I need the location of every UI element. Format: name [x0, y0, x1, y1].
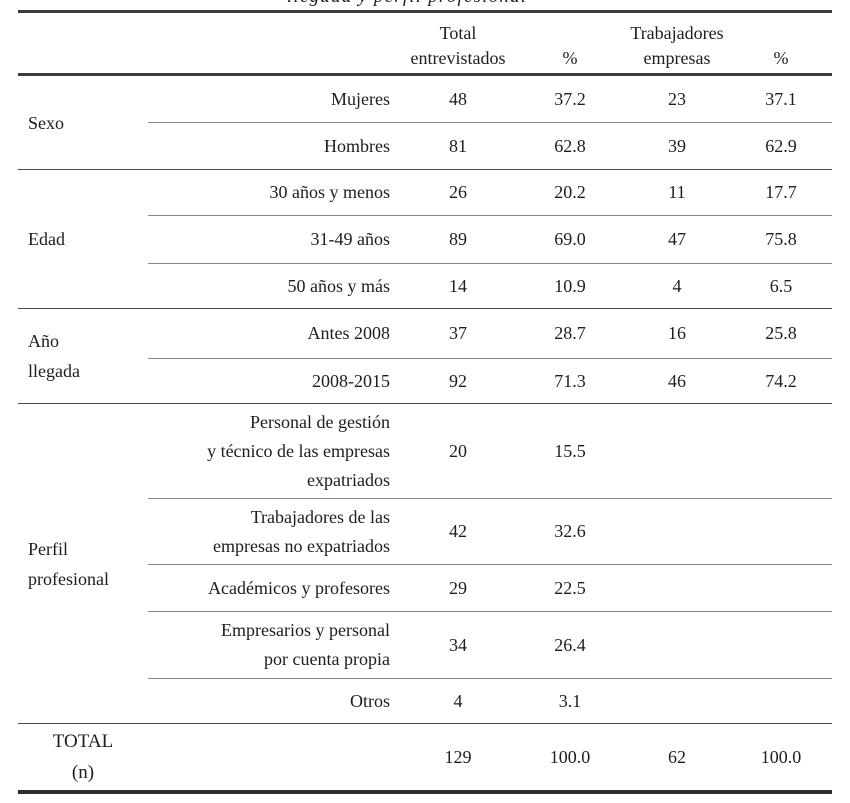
- workers-pct-cell: 100.0: [760, 746, 802, 767]
- workers-count-cell: [624, 404, 730, 498]
- table-row: Antes 2008 37 28.7 16 25.8: [148, 309, 832, 358]
- workers-count-cell: 46: [668, 370, 686, 391]
- total-count-cell: 129: [444, 746, 472, 767]
- header-trabajadores-empresas: Trabajadores empresas: [630, 23, 724, 68]
- total-count-cell: 48: [449, 88, 467, 109]
- group-edad: Edad 30 años y menos 26 20.2 11 17.7 31-…: [18, 170, 832, 309]
- total-pct-cell: 100.0: [549, 746, 591, 767]
- table-row: Académicos y profesores 29 22.5: [148, 564, 832, 611]
- total-pct-cell: 22.5: [554, 577, 586, 598]
- total-pct-cell: 69.0: [554, 229, 586, 249]
- workers-pct-cell: [730, 679, 832, 723]
- category-cell: Trabajadores de las empresas no expatria…: [213, 506, 390, 556]
- category-cell: Hombres: [324, 135, 390, 156]
- total-pct-cell: 20.2: [554, 182, 586, 202]
- group-label-edad: Edad: [28, 229, 65, 249]
- workers-pct-cell: 25.8: [765, 323, 797, 343]
- workers-count-cell: [624, 679, 730, 723]
- total-count-cell: 92: [449, 370, 467, 391]
- total-count-cell: 26: [449, 182, 467, 202]
- table-row: 2008-2015 92 71.3 46 74.2: [148, 358, 832, 403]
- workers-count-cell: 4: [672, 275, 682, 296]
- group-label-ano-llegada: Año llegada: [28, 331, 80, 381]
- category-cell: 30 años y menos: [269, 182, 391, 202]
- total-pct-cell: 28.7: [554, 323, 586, 343]
- table-row: Hombres 81 62.8 39 62.9: [148, 122, 832, 169]
- table-row: Mujeres 48 37.2 23 37.1: [148, 76, 832, 122]
- total-count-cell: 4: [453, 690, 463, 711]
- total-count-cell: 81: [449, 135, 467, 156]
- workers-pct-cell: 74.2: [765, 370, 797, 391]
- workers-count-cell: 16: [668, 323, 686, 343]
- workers-pct-cell: [730, 404, 832, 498]
- total-count-cell: 42: [449, 521, 467, 541]
- category-cell: Académicos y profesores: [208, 577, 390, 598]
- total-pct-cell: 71.3: [554, 370, 586, 391]
- total-count-cell: 20: [449, 440, 467, 461]
- workers-pct-cell: 75.8: [765, 229, 797, 249]
- category-cell: 50 años y más: [287, 275, 391, 296]
- workers-pct-cell: [730, 565, 832, 611]
- group-label-sexo: Sexo: [28, 112, 64, 133]
- table-row: Empresarios y personal por cuenta propia…: [148, 611, 832, 678]
- total-pct-cell: 15.5: [554, 440, 586, 461]
- data-table: Total entrevistados % Trabajadores empre…: [18, 10, 832, 794]
- category-cell: Otros: [350, 690, 390, 711]
- workers-count-cell: 39: [668, 135, 686, 156]
- table-row: 31-49 años 89 69.0 47 75.8: [148, 215, 832, 263]
- group-label-perfil-profesional: Perfil profesional: [28, 538, 109, 589]
- workers-count-cell: 11: [668, 182, 686, 202]
- category-cell: Empresarios y personal por cuenta propia: [221, 620, 390, 669]
- header-pct-2: %: [773, 48, 789, 68]
- workers-pct-cell: 6.5: [769, 275, 793, 296]
- total-count-cell: 89: [449, 229, 467, 249]
- header-spacer: [18, 13, 400, 73]
- category-cell: Personal de gestión y técnico de las emp…: [207, 411, 390, 490]
- table-row: 30 años y menos 26 20.2 11 17.7: [148, 170, 832, 215]
- table-row: Trabajadores de las empresas no expatria…: [148, 498, 832, 564]
- total-row: TOTAL (n) 129 100.0 62 100.0: [18, 724, 832, 790]
- total-row-label: TOTAL (n): [52, 731, 114, 783]
- workers-pct-cell: [730, 499, 832, 564]
- table-row: Otros 4 3.1: [148, 678, 832, 723]
- workers-pct-cell: [730, 612, 832, 678]
- workers-pct-cell: 37.1: [765, 88, 797, 109]
- total-count-cell: 34: [449, 634, 467, 655]
- table-row: Personal de gestión y técnico de las emp…: [148, 404, 832, 498]
- header-total-entrevistados: Total entrevistados: [410, 23, 506, 68]
- category-cell: Antes 2008: [307, 323, 391, 343]
- total-pct-cell: 26.4: [554, 634, 586, 655]
- total-pct-cell: 10.9: [554, 275, 586, 296]
- workers-count-cell: [624, 612, 730, 678]
- workers-count-cell: [624, 565, 730, 611]
- workers-count-cell: 23: [668, 88, 686, 109]
- workers-pct-cell: 17.7: [765, 182, 797, 202]
- category-cell: Mujeres: [331, 88, 390, 109]
- category-cell: 2008-2015: [312, 370, 390, 391]
- total-pct-cell: 37.2: [554, 88, 586, 109]
- total-pct-cell: 3.1: [558, 690, 582, 711]
- group-sexo: Sexo Mujeres 48 37.2 23 37.1 Hombres 81 …: [18, 76, 832, 170]
- total-pct-cell: 32.6: [554, 521, 586, 541]
- table-row: 50 años y más 14 10.9 4 6.5: [148, 263, 832, 308]
- workers-count-cell: 62: [668, 746, 686, 767]
- group-ano-llegada: Año llegada Antes 2008 37 28.7 16 25.8 2…: [18, 309, 832, 404]
- category-cell: [148, 724, 400, 790]
- header-pct-1: %: [562, 48, 578, 68]
- caption-fragment: llegada y perfil profesional: [287, 0, 527, 8]
- table-row: 129 100.0 62 100.0: [148, 724, 832, 790]
- category-cell: 31-49 años: [310, 229, 391, 249]
- total-pct-cell: 62.8: [554, 135, 586, 156]
- total-count-cell: 37: [449, 323, 467, 343]
- group-perfil-profesional: Perfil profesional Personal de gestión y…: [18, 404, 832, 724]
- workers-pct-cell: 62.9: [765, 135, 797, 156]
- workers-count-cell: 47: [668, 229, 686, 249]
- table-header: Total entrevistados % Trabajadores empre…: [18, 13, 832, 76]
- total-count-cell: 14: [449, 275, 467, 296]
- workers-count-cell: [624, 499, 730, 564]
- total-count-cell: 29: [449, 577, 467, 598]
